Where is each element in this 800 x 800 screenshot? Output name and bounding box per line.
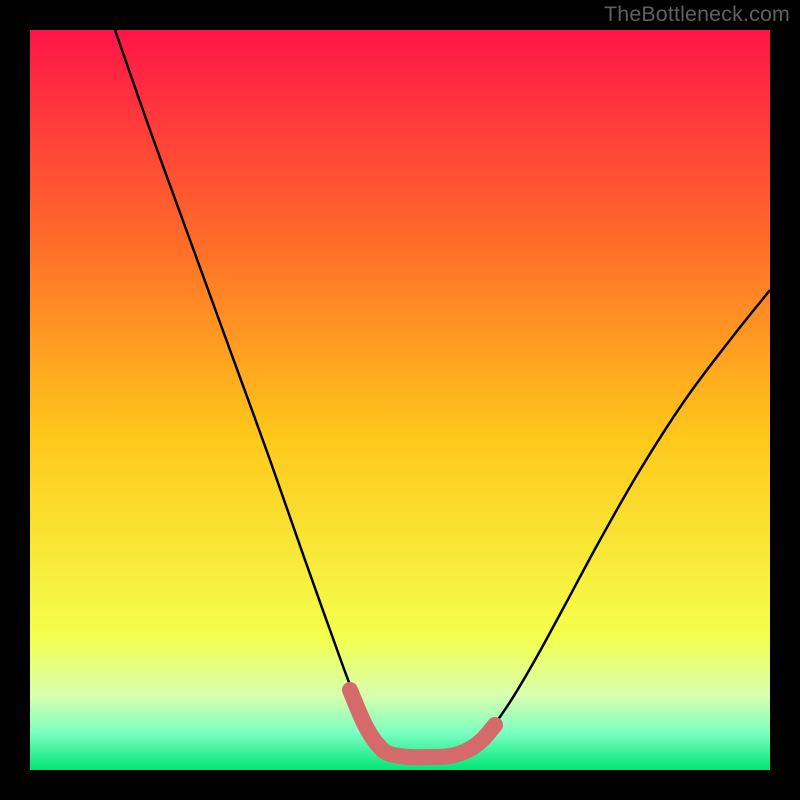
outer-frame: TheBottleneck.com: [0, 0, 800, 800]
watermark-text: TheBottleneck.com: [604, 4, 790, 25]
chart-svg: [0, 0, 800, 800]
bottleneck-curve: [115, 30, 770, 756]
optimal-range-highlight: [350, 690, 495, 757]
